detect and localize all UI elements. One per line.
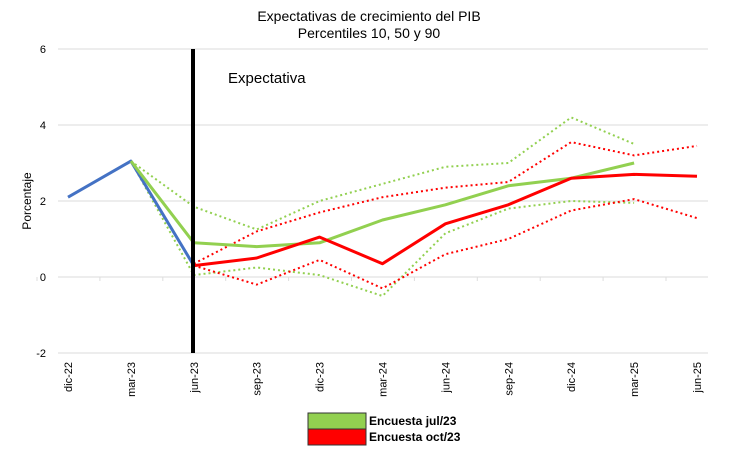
- x-tick-label: dic-23: [315, 362, 327, 392]
- chart-subtitle: Percentiles 10, 50 y 90: [298, 25, 441, 41]
- legend: Encuesta jul/23 Encuesta oct/23: [307, 412, 461, 446]
- x-tick-label: mar-24: [378, 362, 390, 397]
- x-tick-label: jun-23: [189, 362, 201, 394]
- x-tick-label: sep-23: [252, 362, 264, 396]
- series-line-oct_p90: [193, 141, 698, 265]
- series-line-jul_p90: [130, 116, 635, 231]
- x-tick-label: jun-24: [440, 362, 452, 394]
- series-line-historic: [67, 159, 196, 267]
- legend-swatch-jul: [307, 412, 367, 430]
- x-tick-label: dic-24: [566, 362, 578, 392]
- expectativa-annotation: Expectativa: [228, 70, 306, 87]
- y-axis-label: Porcentaje: [20, 172, 34, 230]
- legend-swatch-oct: [307, 428, 367, 446]
- y-tick-label: -2: [36, 348, 46, 360]
- series-line-jul_p10: [130, 160, 635, 297]
- x-tick-label: mar-25: [629, 362, 641, 397]
- x-tick-label: dic-22: [63, 362, 75, 392]
- x-tick-label: jun-25: [692, 362, 704, 394]
- series-line-oct_p50: [193, 172, 698, 268]
- y-tick-label: 0: [40, 272, 46, 284]
- legend-label-oct: Encuesta oct/23: [369, 430, 461, 444]
- x-tick-label: mar-23: [126, 362, 138, 397]
- series-line-jul_p50: [129, 160, 635, 249]
- legend-label-jul: Encuesta jul/23: [369, 414, 457, 428]
- y-tick-label: 2: [40, 196, 46, 208]
- y-tick-label: 6: [40, 44, 46, 56]
- x-tick-label: sep-24: [503, 362, 515, 396]
- series-line-oct_p10: [193, 198, 698, 290]
- y-tick-label: 4: [40, 120, 46, 132]
- chart-title: Expectativas de crecimiento del PIB: [257, 8, 480, 24]
